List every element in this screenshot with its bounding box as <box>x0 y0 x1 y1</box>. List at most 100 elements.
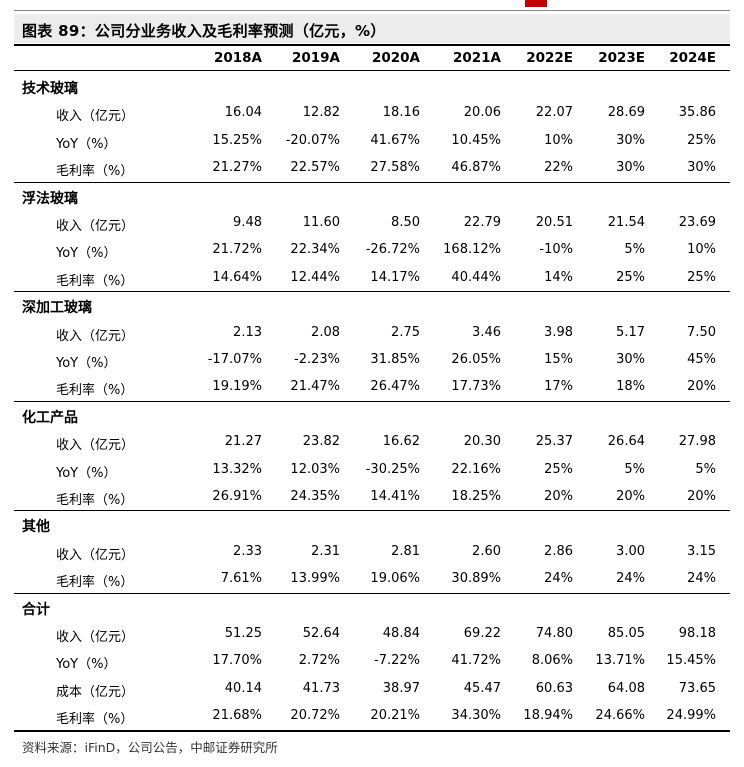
column-header-2020A: 2020A <box>371 50 420 66</box>
table-cell: 30% <box>616 160 645 176</box>
table-cell: 69.22 <box>463 626 501 641</box>
table-cell: 14.41% <box>370 489 420 504</box>
row-label: 毛利率（%） <box>56 493 134 508</box>
table-cell: 25% <box>687 269 716 285</box>
table-cell: 30% <box>616 132 645 148</box>
table-cell: 24.99% <box>666 708 716 724</box>
table-cell: 30.89% <box>451 571 501 587</box>
section-title: 技术玻璃 <box>22 81 78 97</box>
table-cell: 51.25 <box>224 626 262 641</box>
table-cell: 20.06 <box>463 105 501 121</box>
table-cell: 20% <box>544 489 573 504</box>
table-cell: 10% <box>687 242 716 258</box>
source-note: 资料来源：iFinD，公司公告，中邮证券研究所 <box>22 740 278 755</box>
table-cell: 24% <box>687 571 716 587</box>
table-cell: 25% <box>687 132 716 148</box>
table-cell: 19.06% <box>370 571 420 587</box>
table-cell: 21.27 <box>224 434 262 450</box>
table-cell: 7.61% <box>220 571 262 587</box>
table-cell: 45.47 <box>463 680 501 696</box>
table-cell: 21.54 <box>607 215 645 230</box>
table-cell: 74.80 <box>535 626 573 641</box>
table-cell: 2.86 <box>544 543 573 559</box>
table-cell: 21.72% <box>212 242 262 258</box>
table-cell: 18.94% <box>523 708 573 724</box>
table-cell: 15.25% <box>212 132 262 148</box>
table-cell: 45% <box>687 352 716 367</box>
table-cell: 41.73 <box>302 680 340 696</box>
column-header-2019A: 2019A <box>291 50 340 66</box>
figure-title: 图表 89：公司分业务收入及毛利率预测（亿元，%） <box>22 22 386 40</box>
table-cell: 17.73% <box>451 379 501 395</box>
table-cell: 14.64% <box>212 269 262 285</box>
row-label: 收入（亿元） <box>56 438 135 454</box>
table-cell: 38.97 <box>382 680 420 696</box>
table-bottom-rule <box>14 729 730 732</box>
section-divider <box>14 592 730 594</box>
table-cell: 24.35% <box>290 489 340 504</box>
table-cell: 22.57% <box>290 160 340 176</box>
row-label: 毛利率（%） <box>56 712 134 728</box>
table-cell: 24% <box>616 571 645 587</box>
table-cell: 16.04 <box>224 105 262 121</box>
table-cell: 35.86 <box>678 105 716 121</box>
table-cell: 15% <box>544 352 573 367</box>
table-cell: -30.25% <box>365 461 420 477</box>
table-cell: 5.17 <box>616 324 645 340</box>
table-cell: 17% <box>544 379 573 395</box>
table-cell: 26.05% <box>451 352 501 367</box>
table-cell: 40.14 <box>224 680 262 696</box>
table-cell: 22.34% <box>290 242 340 258</box>
row-label: YoY（%） <box>56 465 117 481</box>
table-cell: 3.00 <box>616 543 645 559</box>
title-band <box>14 14 730 43</box>
table-cell: 18.25% <box>451 489 501 504</box>
table-cell: 10.45% <box>451 132 501 148</box>
table-cell: 2.08 <box>311 324 340 340</box>
row-label: 毛利率（%） <box>56 383 134 399</box>
header-rule <box>14 10 730 11</box>
column-header-2023E: 2023E <box>598 50 645 66</box>
column-header-2024E: 2024E <box>669 50 716 66</box>
table-cell: 26.47% <box>370 379 420 395</box>
table-cell: 13.32% <box>212 461 262 477</box>
table-cell: 60.63 <box>535 680 573 696</box>
header-accent-mark <box>525 0 547 7</box>
table-cell: -20.07% <box>285 132 340 148</box>
table-cell: 2.72% <box>298 653 340 669</box>
table-cell: 3.46 <box>472 324 501 340</box>
table-cell: 41.67% <box>370 132 420 148</box>
table-cell: 5% <box>624 461 645 477</box>
table-cell: 20.72% <box>290 708 340 724</box>
table-cell: 14.17% <box>370 269 420 285</box>
table-cell: 5% <box>624 242 645 258</box>
table-cell: 22.16% <box>451 461 501 477</box>
table-cell: 25% <box>616 269 645 285</box>
table-cell: 25.37 <box>535 434 573 450</box>
table-cell: 12.44% <box>290 269 340 285</box>
table-cell: 22.07 <box>535 105 573 121</box>
row-label: 收入（亿元） <box>56 630 135 645</box>
table-cell: 2.75 <box>391 324 420 340</box>
table-cell: 3.98 <box>544 324 573 340</box>
table-cell: 168.12% <box>443 242 501 258</box>
column-header-2021A: 2021A <box>452 50 501 66</box>
table-cell: 18% <box>616 379 645 395</box>
table-cell: 2.31 <box>311 543 340 559</box>
table-cell: 20.21% <box>370 708 420 724</box>
table-cell: -7.22% <box>374 653 420 669</box>
table-cell: 18.16 <box>382 105 420 121</box>
table-cell: 22% <box>544 160 573 176</box>
table-cell: 10% <box>544 132 573 148</box>
table-cell: 13.99% <box>290 571 340 587</box>
section-divider <box>14 181 730 183</box>
table-cell: 73.65 <box>678 680 716 696</box>
table-cell: 98.18 <box>678 626 716 641</box>
table-cell: 26.91% <box>212 489 262 504</box>
table-cell: 8.06% <box>531 653 573 669</box>
table-cell: 20.51 <box>535 215 573 230</box>
table-cell: 23.69 <box>678 215 716 230</box>
table-cell: -26.72% <box>365 242 420 258</box>
table-cell: 52.64 <box>302 626 340 641</box>
table-cell: 2.60 <box>472 543 501 559</box>
